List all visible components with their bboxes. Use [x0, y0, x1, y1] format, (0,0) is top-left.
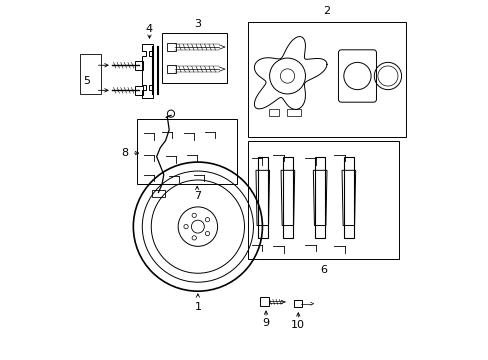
Text: 6: 6 — [319, 265, 326, 275]
Text: 7: 7 — [193, 191, 200, 201]
Text: 5: 5 — [83, 76, 90, 86]
Text: 9: 9 — [262, 319, 269, 328]
Text: 8: 8 — [121, 148, 128, 158]
Text: 3: 3 — [194, 19, 201, 29]
Text: 1: 1 — [194, 302, 201, 312]
Text: 4: 4 — [145, 24, 153, 35]
Text: 10: 10 — [291, 320, 305, 330]
Text: 2: 2 — [323, 6, 330, 17]
